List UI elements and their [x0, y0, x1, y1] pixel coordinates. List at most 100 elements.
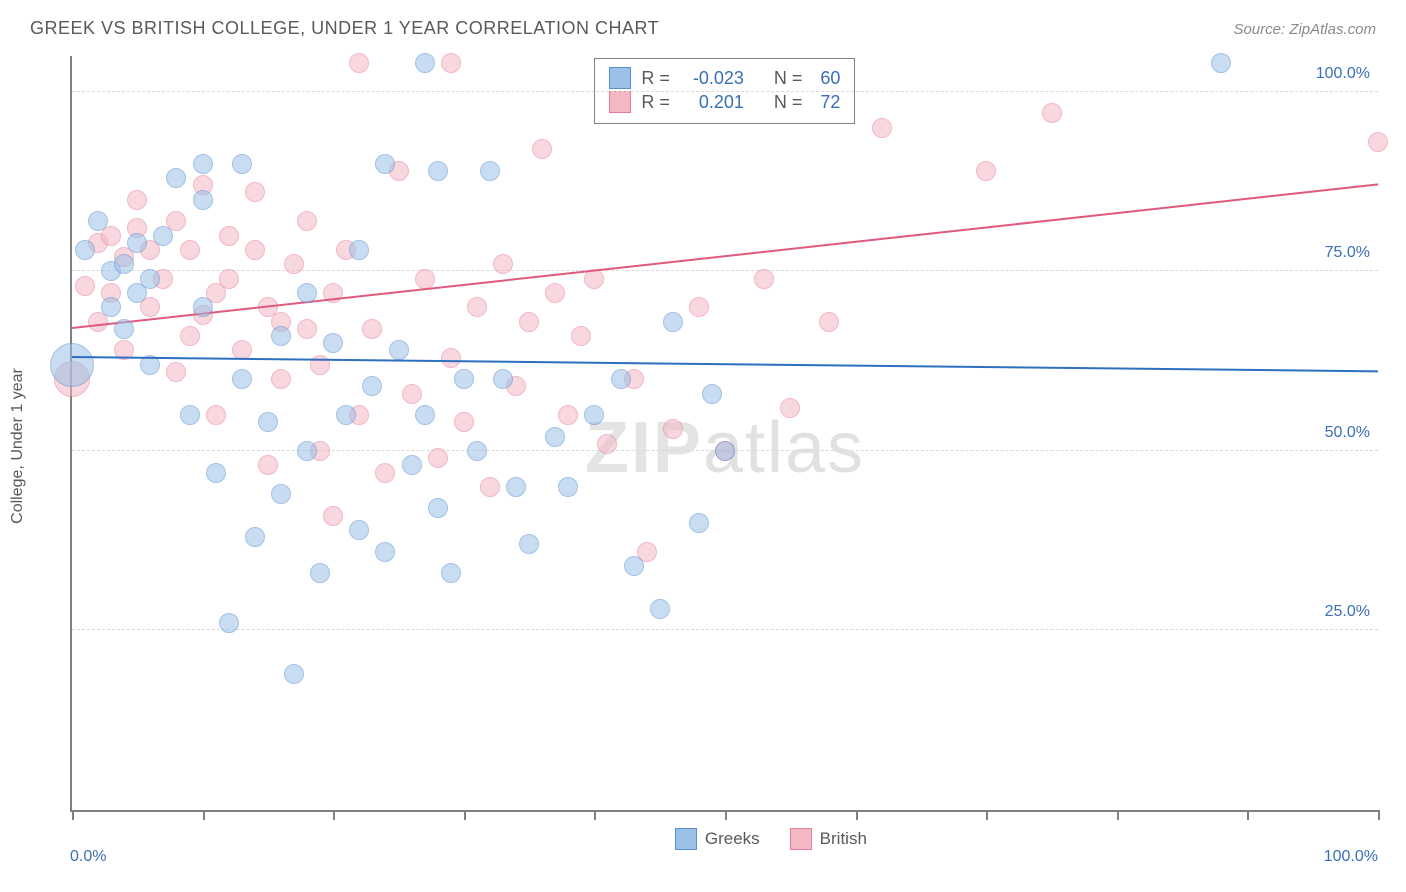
point-greeks [415, 405, 435, 425]
gridline [72, 629, 1378, 630]
point-greeks [297, 441, 317, 461]
point-greeks [245, 527, 265, 547]
point-british [219, 226, 239, 246]
point-british [441, 53, 461, 73]
point-greeks [323, 333, 343, 353]
point-greeks [689, 513, 709, 533]
point-british [571, 326, 591, 346]
xtick [1247, 810, 1249, 820]
legend-label-british: British [820, 829, 867, 849]
point-british [1042, 103, 1062, 123]
point-greeks [584, 405, 604, 425]
point-greeks [415, 53, 435, 73]
legend-swatch-british-bottom [790, 828, 812, 850]
point-greeks [153, 226, 173, 246]
legend-label-greeks: Greeks [705, 829, 760, 849]
source-label: Source: ZipAtlas.com [1233, 21, 1376, 38]
point-greeks [114, 319, 134, 339]
point-british [532, 139, 552, 159]
legend-swatch-british [609, 91, 631, 113]
point-greeks [650, 599, 670, 619]
point-greeks [127, 233, 147, 253]
point-greeks [545, 427, 565, 447]
point-greeks [271, 484, 291, 504]
trendline-british [72, 183, 1378, 329]
point-greeks [232, 154, 252, 174]
point-british [819, 312, 839, 332]
point-british [976, 161, 996, 181]
trendline-greeks [72, 356, 1378, 372]
point-greeks [624, 556, 644, 576]
point-british [441, 348, 461, 368]
xtick [594, 810, 596, 820]
point-british [206, 405, 226, 425]
point-british [375, 463, 395, 483]
point-greeks [454, 369, 474, 389]
point-greeks [402, 455, 422, 475]
point-british [297, 211, 317, 231]
point-british [297, 319, 317, 339]
point-british [519, 312, 539, 332]
point-british [754, 269, 774, 289]
point-greeks [310, 563, 330, 583]
point-british [872, 118, 892, 138]
point-greeks [271, 326, 291, 346]
point-greeks [193, 154, 213, 174]
point-greeks [558, 477, 578, 497]
legend-series: Greeks British [675, 828, 867, 850]
gridline [72, 91, 1378, 92]
point-greeks [389, 340, 409, 360]
point-greeks [428, 161, 448, 181]
point-greeks [467, 441, 487, 461]
x-max-label: 100.0% [1324, 848, 1378, 866]
x-min-label: 0.0% [70, 848, 106, 866]
point-greeks [702, 384, 722, 404]
point-british [1368, 132, 1388, 152]
point-greeks [114, 254, 134, 274]
point-greeks [101, 297, 121, 317]
point-greeks [219, 613, 239, 633]
xtick [986, 810, 988, 820]
point-greeks [362, 376, 382, 396]
point-greeks [506, 477, 526, 497]
point-british [558, 405, 578, 425]
chart-title: GREEK VS BRITISH COLLEGE, UNDER 1 YEAR C… [30, 18, 659, 39]
point-british [663, 419, 683, 439]
point-british [245, 240, 265, 260]
point-greeks [375, 542, 395, 562]
point-british [467, 297, 487, 317]
point-greeks [441, 563, 461, 583]
xtick [725, 810, 727, 820]
ytick-label: 50.0% [1325, 424, 1370, 442]
xtick [72, 810, 74, 820]
point-greeks [88, 211, 108, 231]
point-greeks [232, 369, 252, 389]
point-greeks [193, 190, 213, 210]
point-british [180, 326, 200, 346]
point-greeks [284, 664, 304, 684]
point-greeks [140, 269, 160, 289]
point-british [127, 190, 147, 210]
ytick-label: 25.0% [1325, 603, 1370, 621]
point-greeks [193, 297, 213, 317]
point-british [258, 455, 278, 475]
point-greeks [349, 520, 369, 540]
point-greeks [663, 312, 683, 332]
point-british [428, 448, 448, 468]
point-british [415, 269, 435, 289]
point-british [493, 254, 513, 274]
point-greeks [480, 161, 500, 181]
point-greeks [258, 412, 278, 432]
point-greeks [611, 369, 631, 389]
ytick-label: 100.0% [1316, 65, 1370, 83]
point-greeks [206, 463, 226, 483]
point-greeks [297, 283, 317, 303]
point-british [284, 254, 304, 274]
xtick [333, 810, 335, 820]
point-british [180, 240, 200, 260]
point-british [780, 398, 800, 418]
legend-swatch-greeks-bottom [675, 828, 697, 850]
point-british [597, 434, 617, 454]
point-british [362, 319, 382, 339]
legend-swatch-greeks [609, 67, 631, 89]
